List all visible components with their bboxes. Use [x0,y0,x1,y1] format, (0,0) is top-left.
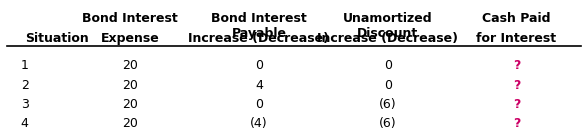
Text: Cash Paid: Cash Paid [482,12,550,25]
Text: 20: 20 [122,117,138,130]
Text: 3: 3 [21,98,29,111]
Text: 20: 20 [122,79,138,92]
Text: 20: 20 [122,98,138,111]
Text: 0: 0 [383,79,392,92]
Text: Situation: Situation [25,32,89,45]
Text: (4): (4) [250,117,268,130]
Text: Bond Interest: Bond Interest [82,12,178,25]
Text: 0: 0 [255,59,263,72]
Text: ?: ? [513,79,520,92]
Text: Unamortized
Discount: Unamortized Discount [343,12,432,40]
Text: 0: 0 [255,98,263,111]
Text: 1: 1 [21,59,29,72]
Text: Bond Interest
Payable: Bond Interest Payable [211,12,307,40]
Text: Expense: Expense [101,32,159,45]
Text: 4: 4 [21,117,29,130]
Text: Increase (Decrease): Increase (Decrease) [188,32,329,45]
Text: 0: 0 [383,59,392,72]
Text: (6): (6) [379,98,396,111]
Text: ?: ? [513,59,520,72]
Text: (6): (6) [379,117,396,130]
Text: 4: 4 [255,79,263,92]
Text: 2: 2 [21,79,29,92]
Text: for Interest: for Interest [476,32,556,45]
Text: ?: ? [513,117,520,130]
Text: ?: ? [513,98,520,111]
Text: Increase (Decrease): Increase (Decrease) [317,32,458,45]
Text: 20: 20 [122,59,138,72]
